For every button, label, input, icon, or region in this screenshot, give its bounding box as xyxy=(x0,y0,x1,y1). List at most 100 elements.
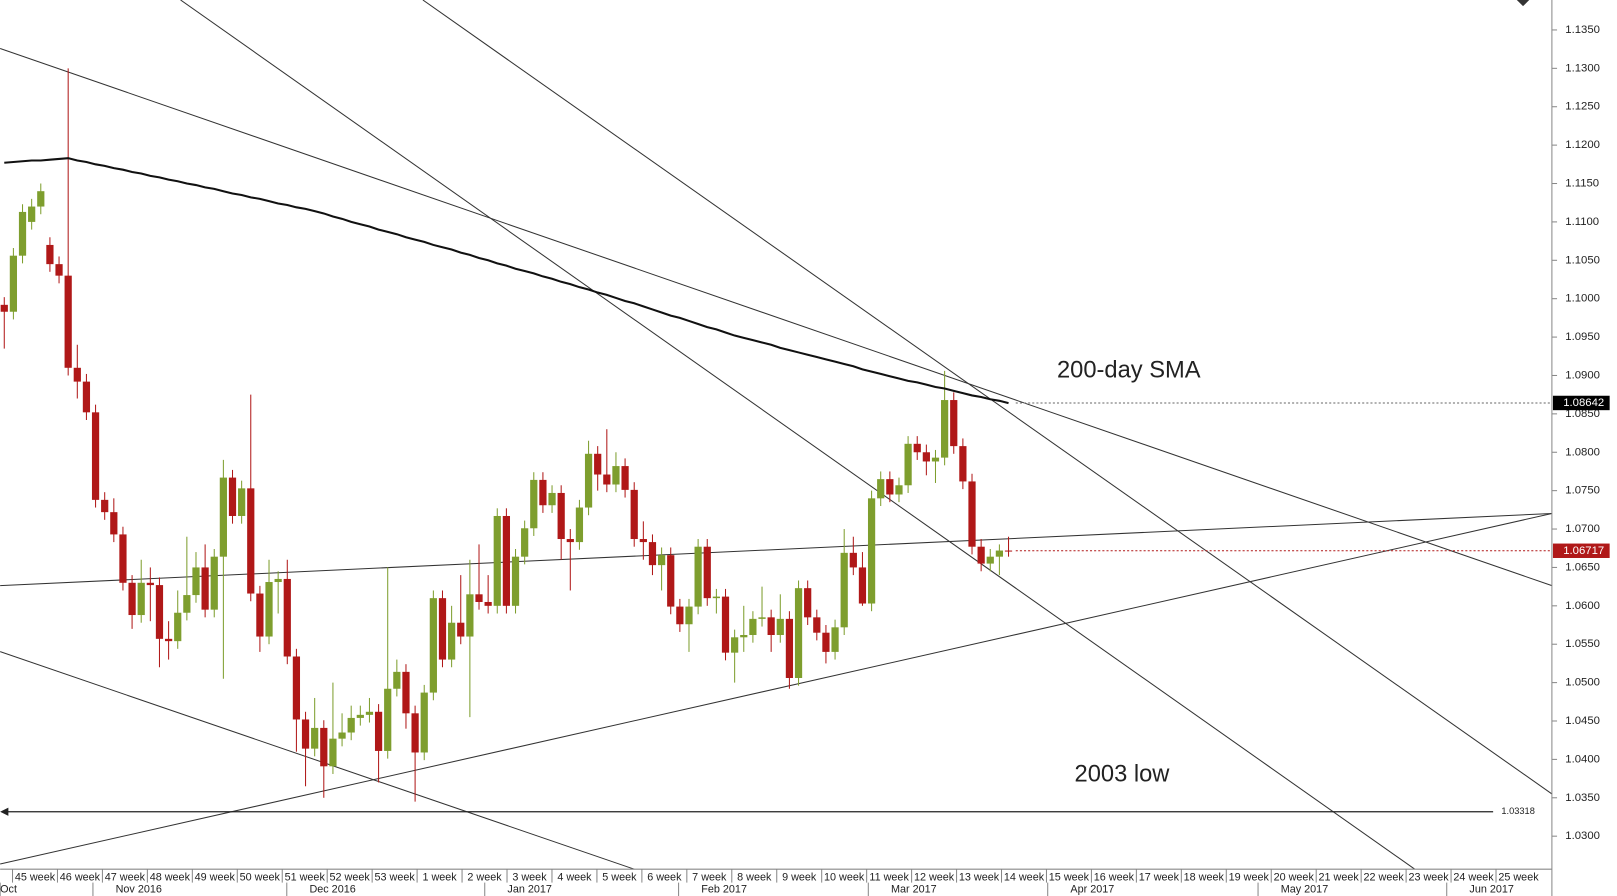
candle-body xyxy=(320,727,328,767)
candle-body xyxy=(968,481,976,547)
candle-body xyxy=(676,606,684,625)
y-tick-label: 1.0700 xyxy=(1565,523,1600,535)
candle-body xyxy=(557,492,565,540)
candle-body xyxy=(374,711,383,751)
month-label: Jun 2017 xyxy=(1469,884,1514,896)
week-label: 47 week xyxy=(105,871,146,883)
candle-body xyxy=(849,552,857,568)
candle-body xyxy=(210,556,218,610)
candle-body xyxy=(82,381,91,413)
week-label: 8 week xyxy=(737,871,772,883)
week-label: 5 week xyxy=(602,871,637,883)
week-label: 10 week xyxy=(824,871,865,883)
week-label: 23 week xyxy=(1408,871,1449,883)
candle-body xyxy=(393,671,401,689)
candle-body xyxy=(813,617,821,633)
candle-body xyxy=(831,627,839,652)
week-label: 45 week xyxy=(15,871,56,883)
candle-body xyxy=(621,466,629,490)
candle-body xyxy=(566,539,574,543)
candle-body xyxy=(904,443,912,486)
candle-body xyxy=(703,546,711,599)
support-label: 1.03318 xyxy=(1501,806,1535,816)
month-label: Mar 2017 xyxy=(891,884,937,896)
candle-body xyxy=(767,617,775,636)
candle-body xyxy=(867,498,876,604)
candle-body xyxy=(667,555,675,607)
annotation: 2003 low xyxy=(1075,762,1171,788)
candle-body xyxy=(502,515,511,606)
candle-body xyxy=(657,555,666,566)
candle-body xyxy=(594,453,602,475)
candle-body xyxy=(292,656,301,720)
candle-body xyxy=(174,612,182,642)
trend-line xyxy=(422,0,1553,795)
candle-body xyxy=(18,211,27,256)
candle-body xyxy=(283,578,291,657)
week-label: 52 week xyxy=(330,871,371,883)
candle-body xyxy=(584,453,593,508)
candle-body xyxy=(119,534,127,583)
week-label: 11 week xyxy=(869,871,909,883)
y-tick-label: 1.0400 xyxy=(1565,753,1600,765)
candle-body xyxy=(420,692,428,753)
candle-body xyxy=(639,539,647,543)
candle-body xyxy=(64,275,72,368)
y-tick-label: 1.1100 xyxy=(1565,216,1599,228)
y-tick-label: 1.1300 xyxy=(1565,62,1600,74)
week-label: 50 week xyxy=(240,871,281,883)
week-label: 22 week xyxy=(1363,871,1404,883)
candle-body xyxy=(530,479,538,529)
candle-body xyxy=(466,594,474,637)
candle-body xyxy=(484,601,492,606)
candle-body xyxy=(365,711,374,715)
candle-body xyxy=(977,546,985,564)
y-tick-label: 1.1050 xyxy=(1565,254,1600,266)
candle-body xyxy=(91,412,100,500)
y-tick-label: 1.0350 xyxy=(1565,792,1600,804)
candle-body xyxy=(219,477,227,557)
month-label: Dec 2016 xyxy=(309,884,355,896)
candle-body xyxy=(886,479,894,495)
y-tick-label: 1.0800 xyxy=(1565,446,1600,458)
last-price-box xyxy=(1552,543,1610,558)
candle-body xyxy=(101,499,109,513)
week-label: 53 week xyxy=(374,871,415,883)
candle-body xyxy=(256,593,264,637)
candle-body xyxy=(612,466,620,485)
candle-body xyxy=(37,191,45,207)
candle-body xyxy=(55,264,63,276)
week-label: 20 week xyxy=(1274,871,1315,883)
candle-body xyxy=(685,606,693,625)
sma-line xyxy=(4,157,1009,405)
trend-line xyxy=(180,0,1416,870)
candle-body xyxy=(858,567,867,604)
candle-body xyxy=(192,567,200,596)
trend-line xyxy=(0,512,1552,587)
y-tick-label: 1.0950 xyxy=(1565,331,1600,343)
scroll-arrow[interactable] xyxy=(1516,0,1530,7)
week-label: 21 week xyxy=(1319,871,1360,883)
week-label: 13 week xyxy=(959,871,1000,883)
candle-body xyxy=(164,638,173,642)
trend-lines xyxy=(0,0,1553,870)
last-price-label: 1.06717 xyxy=(1563,545,1604,557)
candle-body xyxy=(776,618,784,636)
candle-body xyxy=(877,479,885,499)
candle-body xyxy=(539,479,547,506)
candle-body xyxy=(931,457,940,462)
candle-body xyxy=(694,546,702,607)
month-label: Jan 2017 xyxy=(507,884,552,896)
candle-body xyxy=(548,492,556,506)
y-tick-label: 1.0500 xyxy=(1565,677,1600,689)
candle-body xyxy=(347,717,355,733)
candle-body xyxy=(493,515,501,606)
candle-body xyxy=(238,488,246,516)
candle-body xyxy=(356,714,364,718)
week-label: 24 week xyxy=(1453,871,1494,883)
candle-body xyxy=(794,588,803,679)
week-label: 51 week xyxy=(285,871,326,883)
candle-body xyxy=(228,477,237,516)
